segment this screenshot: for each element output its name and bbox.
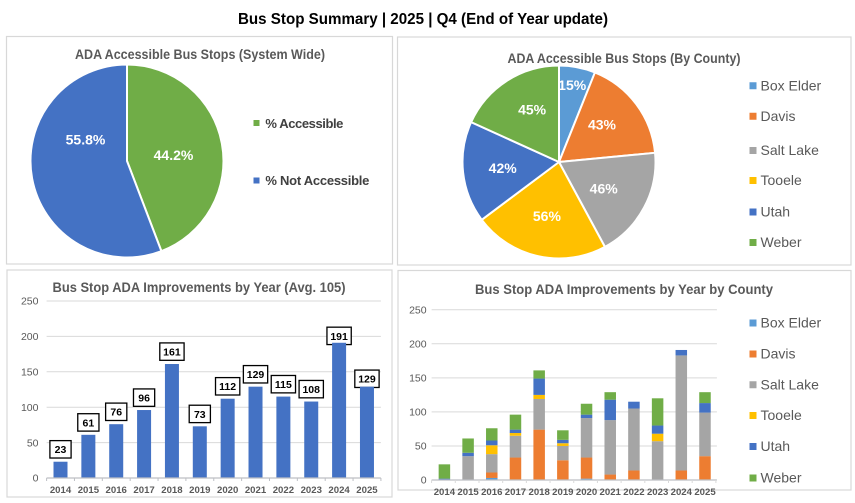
svg-text:250: 250	[21, 296, 39, 308]
svg-text:2025: 2025	[356, 485, 378, 496]
svg-text:76: 76	[110, 407, 122, 419]
svg-text:2017: 2017	[505, 487, 526, 498]
svg-text:112: 112	[219, 381, 236, 393]
svg-text:2022: 2022	[273, 485, 294, 496]
svg-text:23: 23	[55, 444, 67, 456]
svg-text:2019: 2019	[189, 485, 210, 496]
svg-text:Utah: Utah	[761, 438, 791, 454]
svg-text:100: 100	[409, 407, 427, 419]
svg-text:2024: 2024	[671, 487, 693, 498]
svg-text:96: 96	[138, 393, 150, 405]
svg-text:100: 100	[21, 402, 39, 414]
svg-text:Tooele: Tooele	[761, 407, 802, 423]
svg-text:2023: 2023	[647, 487, 668, 498]
svg-text:46%: 46%	[590, 180, 619, 196]
svg-text:Box Elder: Box Elder	[761, 315, 822, 331]
svg-text:ADA Accessible Bus Stops (By C: ADA Accessible Bus Stops (By County)	[508, 51, 741, 66]
svg-text:129: 129	[247, 369, 265, 381]
svg-text:Bus Stop Summary | 2025 | Q4 (: Bus Stop Summary | 2025 | Q4 (End of Yea…	[238, 11, 608, 28]
svg-text:2020: 2020	[576, 487, 597, 498]
svg-text:2018: 2018	[161, 485, 183, 496]
svg-text:15%: 15%	[558, 77, 587, 93]
svg-text:2024: 2024	[328, 485, 350, 496]
svg-text:161: 161	[163, 347, 181, 359]
svg-text:2014: 2014	[434, 487, 456, 498]
svg-text:55.8%: 55.8%	[66, 131, 106, 147]
svg-text:2016: 2016	[481, 487, 502, 498]
svg-text:Davis: Davis	[761, 108, 796, 124]
svg-text:73: 73	[194, 409, 206, 421]
svg-text:129: 129	[358, 374, 376, 386]
svg-text:Tooele: Tooele	[761, 172, 802, 188]
svg-text:50: 50	[27, 437, 39, 449]
svg-text:150: 150	[21, 367, 39, 379]
svg-text:Bus Stop ADA Improvements by Y: Bus Stop ADA Improvements by Year by Cou…	[475, 282, 773, 297]
svg-text:2021: 2021	[600, 487, 622, 498]
svg-text:% Accessible: % Accessible	[265, 116, 343, 131]
svg-text:250: 250	[409, 305, 427, 317]
svg-text:43%: 43%	[588, 116, 617, 132]
svg-text:2023: 2023	[301, 485, 322, 496]
svg-text:2017: 2017	[133, 485, 154, 496]
svg-text:Salt Lake: Salt Lake	[761, 376, 820, 392]
svg-text:Davis: Davis	[761, 346, 796, 362]
svg-text:Salt Lake: Salt Lake	[761, 142, 820, 158]
svg-text:61: 61	[83, 417, 95, 429]
svg-text:2015: 2015	[457, 487, 479, 498]
svg-text:2019: 2019	[552, 487, 573, 498]
svg-text:115: 115	[275, 379, 292, 391]
svg-text:200: 200	[409, 339, 427, 351]
svg-text:2018: 2018	[528, 487, 550, 498]
svg-text:2014: 2014	[50, 485, 72, 496]
svg-text:% Not Accessible: % Not Accessible	[265, 173, 369, 188]
svg-text:108: 108	[302, 384, 320, 396]
svg-text:50: 50	[415, 441, 427, 453]
svg-text:42%: 42%	[489, 160, 518, 176]
svg-text:Bus Stop ADA Improvements by Y: Bus Stop ADA Improvements by Year (Avg. …	[53, 280, 346, 295]
svg-text:2021: 2021	[245, 485, 267, 496]
svg-text:0: 0	[421, 475, 427, 487]
svg-text:56%: 56%	[533, 208, 562, 224]
svg-text:Weber: Weber	[761, 234, 802, 250]
svg-text:2016: 2016	[106, 485, 127, 496]
svg-text:2022: 2022	[623, 487, 644, 498]
svg-text:ADA Accessible Bus Stops (Syst: ADA Accessible Bus Stops (System Wide)	[75, 47, 325, 62]
svg-text:Weber: Weber	[761, 470, 802, 486]
svg-text:150: 150	[409, 373, 427, 385]
svg-text:0: 0	[33, 473, 39, 485]
svg-text:200: 200	[21, 331, 39, 343]
svg-text:2025: 2025	[694, 487, 716, 498]
svg-text:44.2%: 44.2%	[154, 147, 194, 163]
svg-text:191: 191	[330, 331, 348, 343]
svg-text:Utah: Utah	[761, 204, 791, 220]
svg-text:2020: 2020	[217, 485, 238, 496]
svg-text:Box Elder: Box Elder	[761, 77, 822, 93]
svg-text:2015: 2015	[78, 485, 100, 496]
svg-text:45%: 45%	[518, 101, 547, 117]
